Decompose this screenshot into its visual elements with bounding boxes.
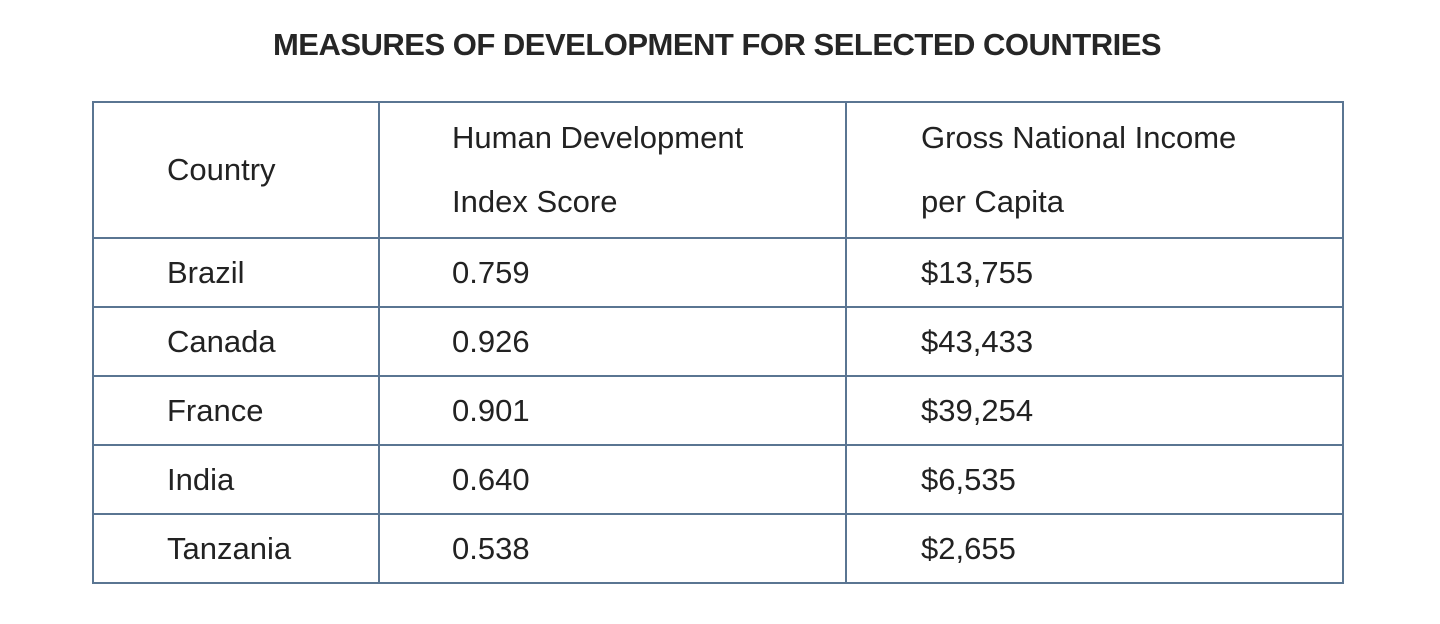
cell-gni-per-capita: $13,755: [845, 237, 1344, 308]
header-country-label: Country: [167, 152, 276, 187]
header-hdi-line-1: Human Development: [452, 120, 744, 155]
cell-country: Tanzania: [92, 513, 380, 584]
cell-hdi-score: 0.926: [378, 306, 847, 377]
cell-gni-per-capita: $6,535: [845, 444, 1344, 515]
cell-country: Brazil: [92, 237, 380, 308]
header-gni-per-capita: Gross National Income per Capita: [845, 101, 1344, 239]
table-row: Canada 0.926 $43,433: [92, 306, 1344, 377]
table-row: Brazil 0.759 $13,755: [92, 237, 1344, 308]
table-row: India 0.640 $6,535: [92, 444, 1344, 515]
development-table: Country Human Development Index Score Gr…: [92, 101, 1344, 584]
table-header-row: Country Human Development Index Score Gr…: [92, 101, 1344, 239]
cell-hdi-score: 0.640: [378, 444, 847, 515]
header-country: Country: [92, 101, 380, 239]
cell-country: France: [92, 375, 380, 446]
cell-gni-per-capita: $39,254: [845, 375, 1344, 446]
cell-gni-per-capita: $43,433: [845, 306, 1344, 377]
table-row: France 0.901 $39,254: [92, 375, 1344, 446]
cell-hdi-score: 0.901: [378, 375, 847, 446]
header-hdi-line-2: Index Score: [452, 184, 618, 219]
page-title: MEASURES OF DEVELOPMENT FOR SELECTED COU…: [272, 27, 1162, 62]
cell-country: Canada: [92, 306, 380, 377]
table-row: Tanzania 0.538 $2,655: [92, 513, 1344, 584]
cell-hdi-score: 0.538: [378, 513, 847, 584]
cell-gni-per-capita: $2,655: [845, 513, 1344, 584]
cell-country: India: [92, 444, 380, 515]
header-hdi-score: Human Development Index Score: [378, 101, 847, 239]
header-gni-line-1: Gross National Income: [921, 120, 1237, 155]
header-gni-line-2: per Capita: [921, 184, 1065, 219]
cell-hdi-score: 0.759: [378, 237, 847, 308]
